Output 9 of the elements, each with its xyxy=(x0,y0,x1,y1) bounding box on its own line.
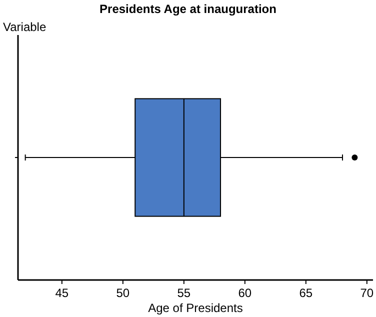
y-axis-title: Variable xyxy=(3,20,46,34)
x-tick-label: 50 xyxy=(116,286,130,300)
x-tick-label: 60 xyxy=(238,286,252,300)
x-tick-label: 45 xyxy=(55,286,69,300)
x-tick-label: 70 xyxy=(360,286,374,300)
chart-title: Presidents Age at inauguration xyxy=(100,2,276,16)
x-tick-label: 65 xyxy=(299,286,313,300)
x-tick-label: 55 xyxy=(177,286,191,300)
x-axis-title: Age of Presidents xyxy=(148,301,243,315)
